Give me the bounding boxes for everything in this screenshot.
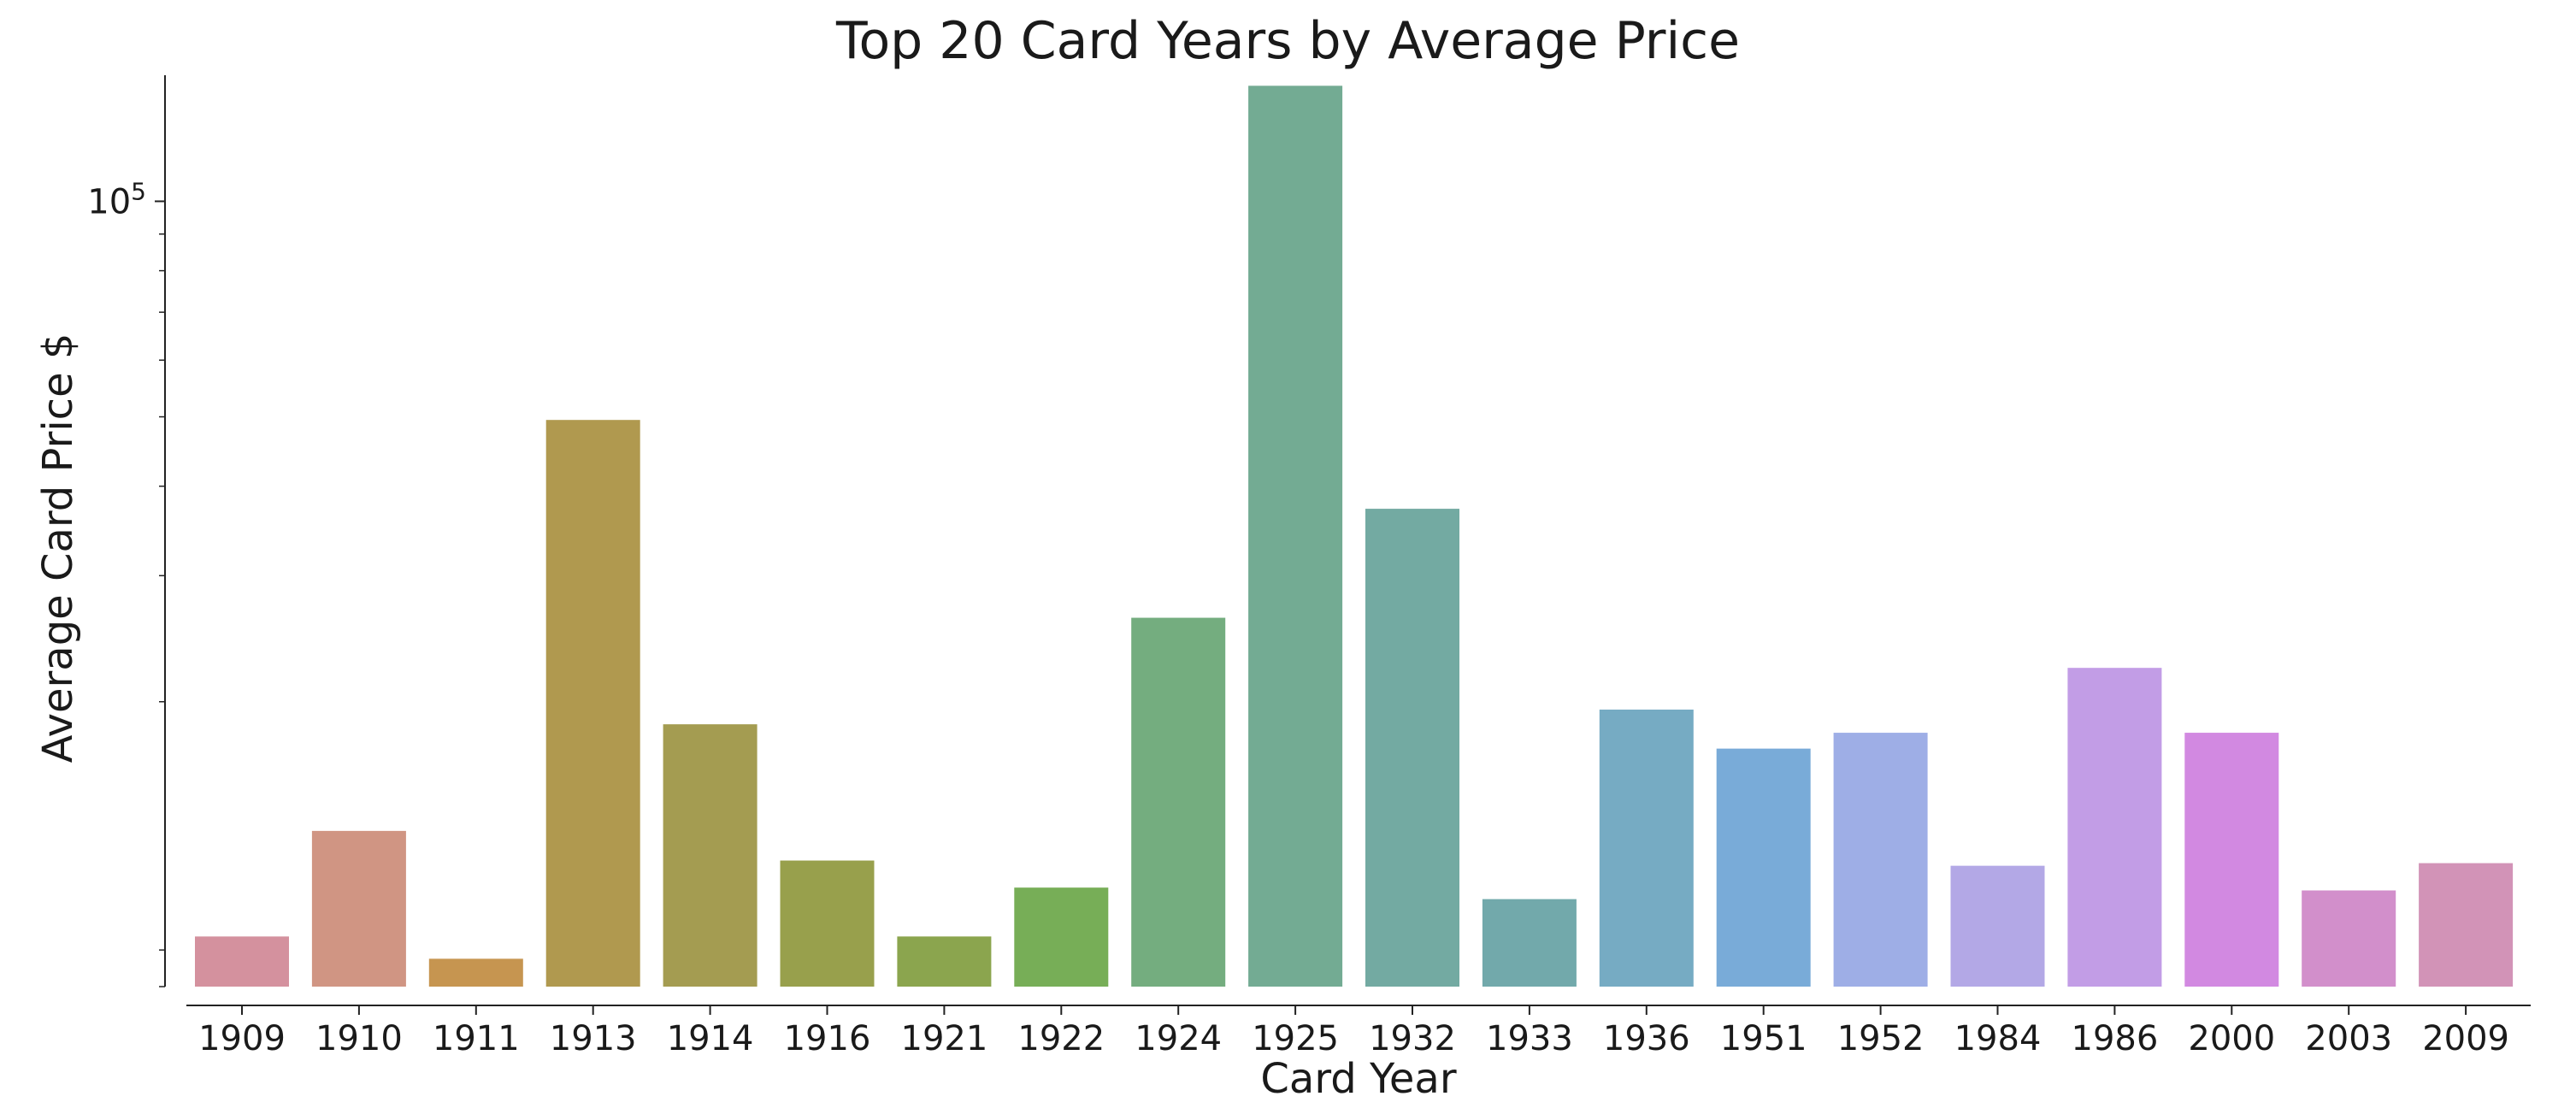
- x-tick-label: 1910: [315, 1019, 403, 1058]
- bar-1952: [1833, 733, 1928, 987]
- y-axis: 105: [87, 75, 166, 987]
- bar-1913: [545, 420, 640, 987]
- bar-2009: [2419, 863, 2514, 987]
- bar-1925: [1248, 85, 1343, 987]
- x-tick-label: 1951: [1720, 1019, 1807, 1058]
- axis-labels: Card Year Average Card Price $: [34, 333, 1457, 1103]
- bar-1986: [2067, 668, 2162, 987]
- x-tick-label: 1924: [1135, 1019, 1222, 1058]
- bar-2000: [2184, 733, 2279, 987]
- x-tick-label: 1936: [1603, 1019, 1690, 1058]
- bar-1922: [1014, 887, 1109, 987]
- bar-1914: [663, 724, 757, 987]
- x-tick-label: 2003: [2305, 1019, 2392, 1058]
- x-tick-label: 2000: [2188, 1019, 2275, 1058]
- x-tick-label: 1913: [550, 1019, 637, 1058]
- x-tick-label: 2009: [2422, 1019, 2509, 1058]
- x-tick-label: 1952: [1837, 1019, 1925, 1058]
- x-tick-label: 1916: [784, 1019, 871, 1058]
- chart-title: Top 20 Card Years by Average Price: [835, 11, 1741, 71]
- bar-1911: [428, 958, 523, 987]
- bar-2003: [2302, 890, 2396, 987]
- x-tick-label: 1921: [901, 1019, 988, 1058]
- x-tick-label: 1932: [1369, 1019, 1456, 1058]
- x-tick-label: 1914: [667, 1019, 754, 1058]
- bar-1984: [1950, 865, 2045, 987]
- x-tick-label: 1933: [1486, 1019, 1573, 1058]
- bar-1909: [195, 936, 289, 987]
- bars: [195, 85, 2514, 987]
- bar-1951: [1716, 748, 1811, 987]
- x-tick-label: 1922: [1017, 1019, 1105, 1058]
- bar-1921: [897, 936, 992, 987]
- x-axis-label: Card Year: [1260, 1055, 1456, 1103]
- y-tick-label: 105: [87, 177, 146, 221]
- x-tick-label: 1925: [1252, 1019, 1339, 1058]
- bar-1916: [780, 860, 875, 987]
- bar-1932: [1365, 509, 1459, 987]
- y-axis-label: Average Card Price $: [34, 333, 82, 763]
- x-tick-label: 1986: [2072, 1019, 2159, 1058]
- bar-1933: [1482, 899, 1577, 987]
- x-tick-label: 1911: [433, 1019, 520, 1058]
- x-tick-label: 1984: [1954, 1019, 2042, 1058]
- bar-1936: [1599, 709, 1694, 987]
- bar-1924: [1131, 617, 1226, 987]
- x-axis: 1909 1910 1911 1913 1914 1916 1921 1922 1924 1925…: [186, 1005, 2531, 1058]
- x-tick-label: 1909: [198, 1019, 286, 1058]
- bar-1910: [311, 830, 406, 987]
